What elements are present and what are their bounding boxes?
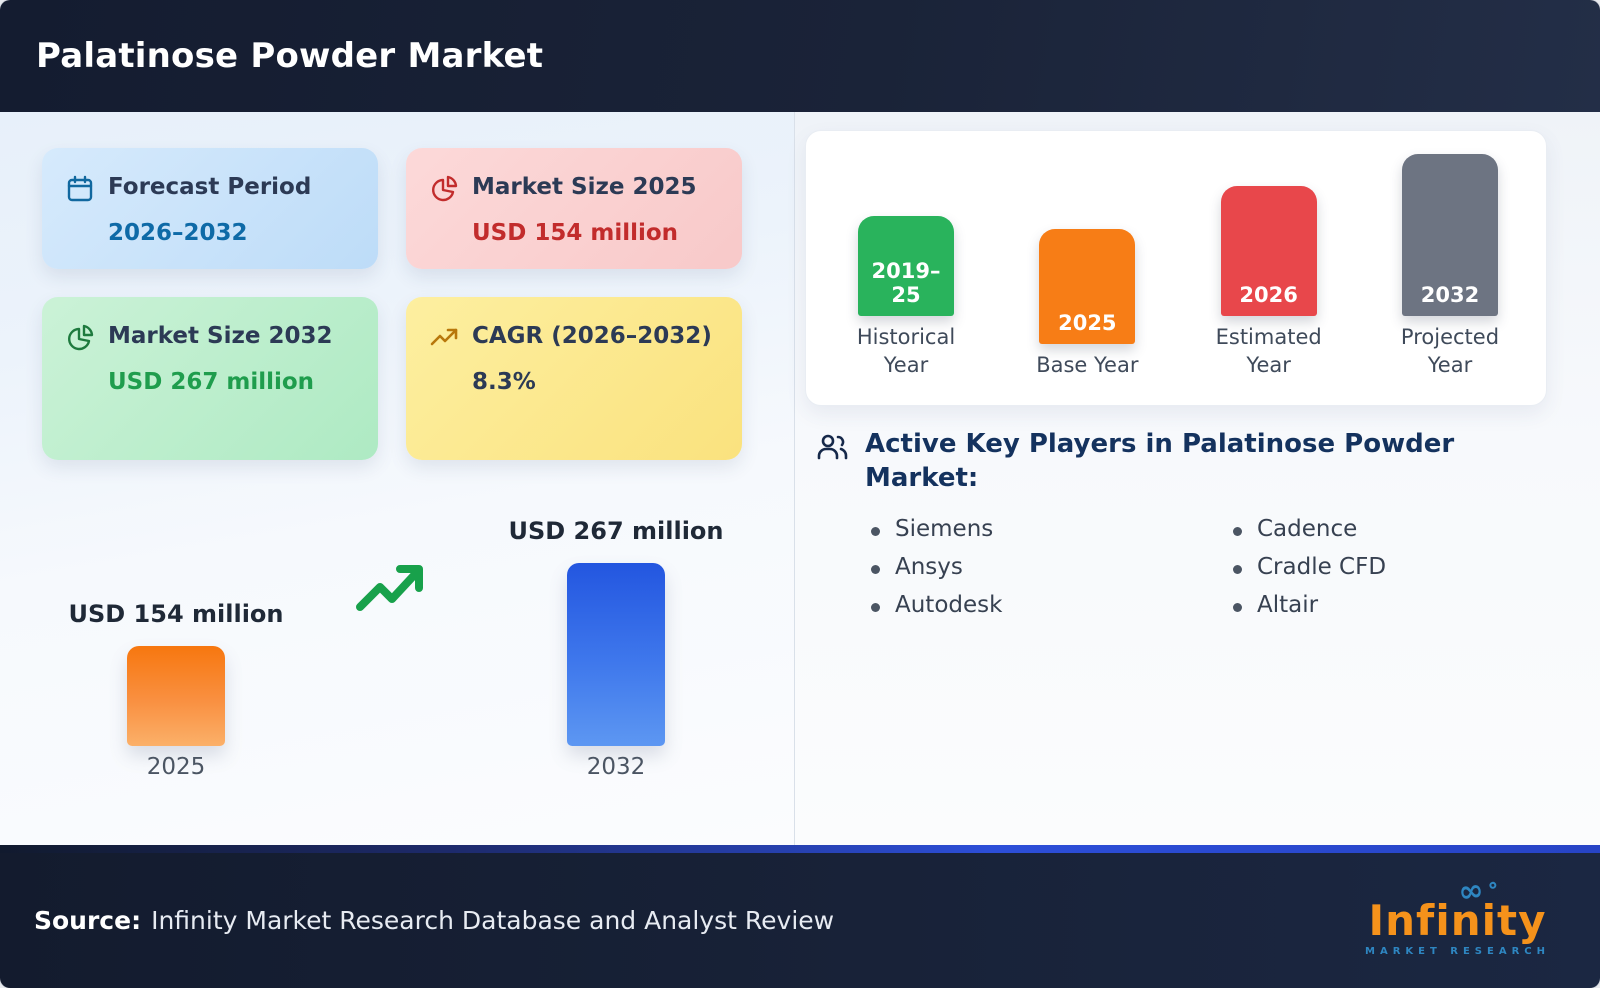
key-players-heading: Active Key Players in Palatinose Powder … xyxy=(865,429,1455,493)
player-item: Ansys xyxy=(863,554,1225,580)
pie-chart-icon xyxy=(64,321,108,358)
player-item: Cadence xyxy=(1225,516,1386,542)
source-label: Source: xyxy=(34,906,142,935)
cagr-card: CAGR (2026–2032) 8.3% xyxy=(406,296,742,460)
player-item: Siemens xyxy=(863,516,1225,542)
bar-year-label: 2025 xyxy=(146,754,206,780)
growth-bar-2025: USD 154 million 2025 xyxy=(64,600,288,780)
key-players-section: Active Key Players in Palatinose Powder … xyxy=(813,428,1553,630)
timeline-period: 2032 xyxy=(1420,283,1480,308)
card-title: Market Size 2025 xyxy=(472,174,697,200)
timeline-caption: Historical Year xyxy=(856,325,956,377)
card-value: USD 154 million xyxy=(472,220,679,246)
card-value: 8.3% xyxy=(472,368,536,395)
footer-accent-line xyxy=(0,845,1600,853)
bar-year-label: 2032 xyxy=(586,754,646,780)
market-size-2032-card: Market Size 2032 USD 267 million xyxy=(42,296,378,460)
player-item: Cradle CFD xyxy=(1225,554,1386,580)
right-panel: 2019–25 Historical Year 2025 Base Year 2… xyxy=(795,112,1600,845)
timeline-projected: 2032 Projected Year xyxy=(1390,154,1510,379)
footer-bar: Source: Infinity Market Research Database… xyxy=(0,853,1600,988)
header-bar: Palatinose Powder Market xyxy=(0,0,1600,112)
card-value: USD 267 million xyxy=(108,368,315,395)
page-title: Palatinose Powder Market xyxy=(36,36,544,76)
market-size-2025-card: Market Size 2025 USD 154 million xyxy=(406,148,742,269)
forecast-period-card: Forecast Period 2026–2032 xyxy=(42,148,378,269)
players-column-2: Cadence Cradle CFD Altair xyxy=(1225,516,1386,630)
timeline-period: 2019–25 xyxy=(871,259,941,308)
timeline-estimated: 2026 Estimated Year xyxy=(1209,186,1329,379)
card-title: Market Size 2032 xyxy=(108,322,333,349)
source-text: Source: Infinity Market Research Database… xyxy=(34,906,835,935)
logo-subtext: MARKET RESEARCH xyxy=(1365,946,1550,957)
logo-text: Infinity xyxy=(1368,896,1547,945)
stat-cards: Forecast Period 2026–2032 Market Size 20… xyxy=(42,148,794,460)
card-title: CAGR (2026–2032) xyxy=(472,322,712,349)
bar-value-label: USD 267 million xyxy=(508,517,724,545)
player-item: Altair xyxy=(1225,592,1386,618)
card-title: Forecast Period xyxy=(108,174,312,200)
players-column-1: Siemens Ansys Autodesk xyxy=(863,516,1225,630)
main-content: Forecast Period 2026–2032 Market Size 20… xyxy=(0,112,1600,845)
timeline-historical: 2019–25 Historical Year xyxy=(846,216,966,379)
bar-2025 xyxy=(127,646,225,746)
timeline-card: 2019–25 Historical Year 2025 Base Year 2… xyxy=(805,130,1547,406)
timeline-base: 2025 Base Year xyxy=(1027,228,1147,379)
growth-trend-arrow-icon xyxy=(352,555,428,621)
left-panel: Forecast Period 2026–2032 Market Size 20… xyxy=(0,112,795,845)
timeline-period: 2026 xyxy=(1239,283,1298,308)
timeline-caption: Estimated Year xyxy=(1215,325,1322,377)
timeline-bar-gray: 2032 xyxy=(1401,154,1498,317)
pie-chart-icon xyxy=(428,172,472,209)
timeline-bar-red: 2026 xyxy=(1220,186,1317,317)
trending-up-icon xyxy=(428,321,472,358)
player-item: Autodesk xyxy=(863,592,1225,618)
timeline-caption: Projected Year xyxy=(1400,325,1500,377)
infinity-logo: ∞ Infinity MARKET RESEARCH xyxy=(1365,872,1560,957)
bar-value-label: USD 154 million xyxy=(68,600,284,628)
card-value: 2026–2032 xyxy=(108,220,248,246)
calendar-icon xyxy=(64,172,108,209)
timeline-caption: Base Year xyxy=(1036,352,1139,377)
timeline-bar-green: 2019–25 xyxy=(858,216,954,317)
growth-bar-2032: USD 267 million 2032 xyxy=(494,517,738,780)
bar-2032 xyxy=(567,563,665,746)
timeline-bar-orange: 2025 xyxy=(1039,228,1136,344)
timeline-period: 2025 xyxy=(1058,310,1117,335)
users-icon xyxy=(813,428,851,470)
